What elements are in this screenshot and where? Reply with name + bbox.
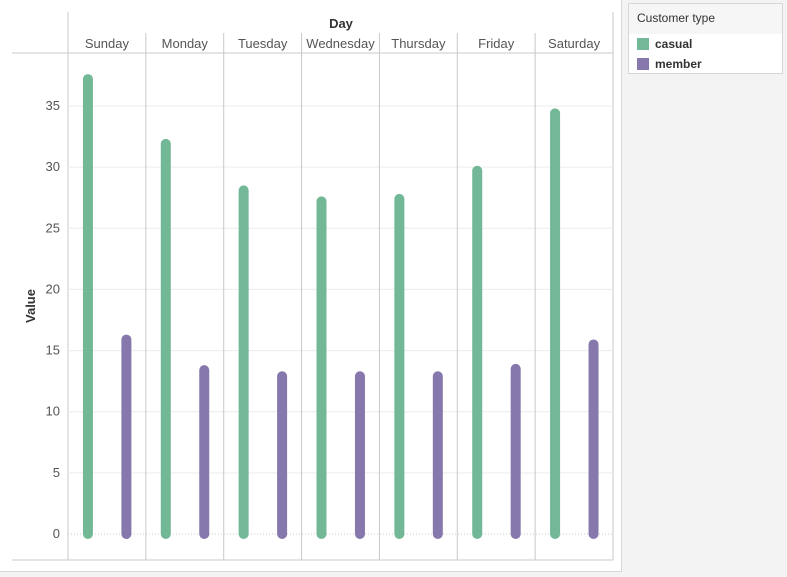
legend-swatch-casual bbox=[637, 38, 649, 50]
category-label: Thursday bbox=[391, 36, 446, 51]
legend-swatch-member bbox=[637, 58, 649, 70]
y-tick-label: 0 bbox=[53, 526, 60, 541]
category-label: Tuesday bbox=[238, 36, 288, 51]
legend-item-casual[interactable]: casual bbox=[637, 35, 692, 53]
legend-title: Customer type bbox=[637, 11, 716, 25]
column-header-title: Day bbox=[329, 16, 354, 31]
legend-label-casual: casual bbox=[655, 37, 693, 51]
y-tick-label: 30 bbox=[46, 159, 60, 174]
legend: Customer type casual member bbox=[628, 3, 783, 74]
y-axis-label: Value bbox=[23, 289, 38, 323]
y-tick-label: 10 bbox=[46, 404, 60, 419]
category-label: Saturday bbox=[548, 36, 601, 51]
category-labels: Sunday Monday Tuesday Wednesday Thursday Frid… bbox=[85, 36, 601, 51]
chart-pane: Day Value 0 5 10 15 20 25 30 35 Sunday Monday Tue… bbox=[0, 0, 622, 572]
y-tick-label: 5 bbox=[53, 465, 60, 480]
legend-item-member[interactable]: member bbox=[637, 55, 702, 73]
y-tick-labels: 0 5 10 15 20 25 30 35 bbox=[46, 98, 60, 541]
category-label: Friday bbox=[478, 36, 515, 51]
legend-header bbox=[629, 4, 782, 34]
legend-label-member: member bbox=[655, 57, 702, 71]
category-label: Wednesday bbox=[306, 36, 375, 51]
category-label: Sunday bbox=[85, 36, 130, 51]
bars bbox=[82, 74, 599, 539]
y-tick-label: 25 bbox=[46, 220, 60, 235]
pane-dividers bbox=[145, 33, 536, 560]
category-label: Monday bbox=[162, 36, 209, 51]
y-tick-label: 35 bbox=[46, 98, 60, 113]
y-tick-label: 20 bbox=[46, 281, 60, 296]
bar-chart: Day Value 0 5 10 15 20 25 30 35 Sunday Monday Tue… bbox=[12, 12, 614, 561]
y-tick-label: 15 bbox=[46, 343, 60, 358]
gridlines bbox=[68, 105, 613, 535]
